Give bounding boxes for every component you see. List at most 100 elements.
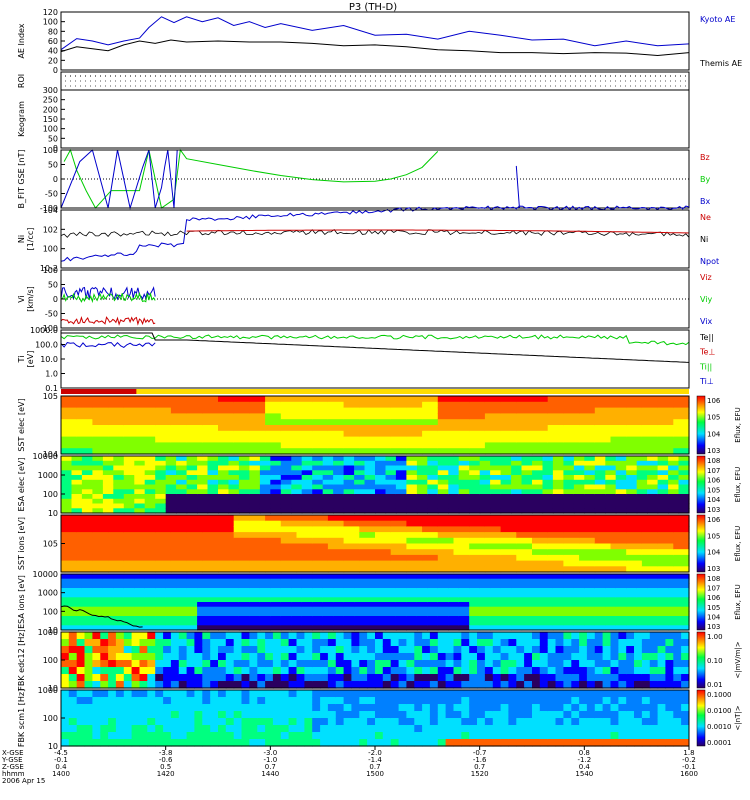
sst_e-cell [312,396,329,403]
sst_e-cell [673,442,690,449]
esa_e-cell [678,489,690,495]
fbk_b-cell [108,732,117,740]
fbk_b-cell [194,704,203,712]
fbk_b-cell [406,732,415,740]
fbk_b-cell [516,697,525,705]
sst_i-cell [123,560,141,567]
ae-ytick-label: 60 [48,37,58,46]
fbk_b-cell [186,697,195,705]
fbk_b-cell [147,725,156,733]
sst_e-cell [202,396,219,403]
esa_e-cell [615,475,627,481]
fbk_e-cell [492,653,502,661]
sst_e-cell [390,413,407,420]
esa_e-cell [678,508,690,514]
esa_e-cell [563,470,575,476]
esa_i-cell [113,583,125,589]
esa_e-cell [532,503,544,509]
fbk_e-cell [257,653,266,661]
esa_i-cell [218,592,230,598]
esa_e-cell [228,484,240,490]
esa_e-cell [479,489,491,495]
esa_e-cell [416,465,428,471]
fbk_e-cell [477,674,486,682]
sst_i-cell [186,520,203,527]
esa_e-cell [427,494,439,500]
fbk_e-cell [312,660,321,668]
fbk_e-cell [335,674,345,682]
esa_i-cell [395,616,407,622]
esa_i-cell [490,616,502,622]
fbk_b-cell [265,711,274,719]
esa_i-cell [123,616,135,622]
esa_i-cell [333,574,345,580]
density-legend-entry: Ne [700,213,711,222]
fbk_b-cell [429,704,439,712]
sst_e-cell [516,436,533,443]
esa_i-cell [521,588,533,594]
sst_e-cell [641,442,659,449]
x-axis-tick-label: -0.1 [682,763,696,771]
fbk_e-cell [437,632,447,640]
sst_e-cell [359,436,376,443]
sst_i-cell [359,560,376,567]
fbk_b-cell [147,739,156,747]
sst_e-cell [233,448,250,455]
esa_e-cell [176,456,188,462]
fbk_e-cell [602,660,611,668]
esa_e-cell [584,484,596,490]
fbk_e-cell [343,632,352,640]
sst_e-cell [610,442,627,449]
sst_e-cell [673,425,690,432]
esa_i-cell [354,606,366,612]
esa_i-cell [343,574,355,580]
sst_i-cell [437,543,455,550]
esa_e-cell [563,465,575,471]
esa_i-cell [259,588,271,594]
esa_i-cell [490,583,502,589]
fbk_e-cell [320,653,329,661]
esa_e-cell [364,479,376,486]
sst_e-cell [390,436,407,443]
sst_e-cell [375,419,392,426]
fbk_e-cell [524,681,533,689]
esa_i-cell [395,574,407,580]
sst_e-cell [375,407,392,414]
esa_i-cell [647,625,659,631]
esa_i-cell [594,578,606,584]
esa_e-cell [605,494,617,500]
sst_i-cell [186,515,203,522]
esa_i-cell [615,592,627,598]
esa_i-cell [532,606,544,612]
fbk_b-cell [84,704,93,712]
esa_i-cell [207,574,219,580]
fbk_e-cell [406,646,415,654]
sst_e-cell [484,407,502,414]
esa_i-cell [626,616,638,622]
esa_i-cell [102,592,114,598]
fbk_e-cell [532,667,541,675]
esa_i-cell [626,602,638,608]
esa_e-cell [416,489,428,495]
fbk_e-cell [249,667,258,675]
sst_i-cell [92,537,109,545]
esa_e-cell [563,484,575,490]
esa_i-cell [469,592,481,598]
sst_e-cell [500,401,517,409]
fbk_b-cell [257,718,266,726]
fbk_e-cell [610,646,619,654]
sst_e-cell [673,413,690,420]
esa_i-cell [207,592,219,598]
esa_e-cell [280,456,292,462]
fbk_b-cell [665,739,674,747]
sst_i-cell [563,515,580,522]
esa_i-cell [333,611,345,617]
sst_e-cell [343,425,360,432]
fbk_e-cell [108,681,117,689]
esa_e-cell [322,456,334,462]
fbk_b-cell [547,711,557,719]
fbk_b-cell [477,704,486,712]
sst_i-cell [484,532,502,539]
fbk_b-cell [422,718,431,726]
fbk_e-cell [461,639,470,647]
